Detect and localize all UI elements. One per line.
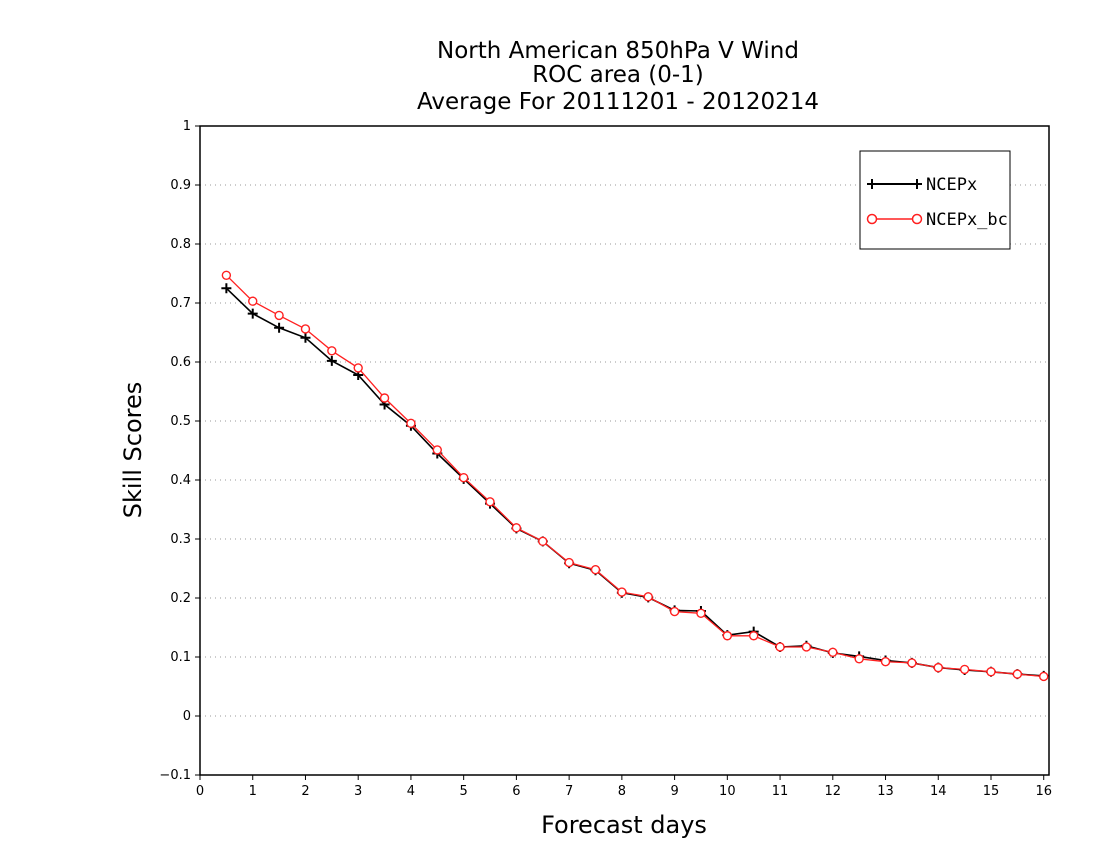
- plot-frame: [199, 125, 1050, 776]
- x-tick-label: 5: [460, 784, 468, 799]
- y-tick-label: 0: [183, 709, 191, 724]
- series-group: [221, 270, 1049, 682]
- x-tick-label: 13: [877, 784, 894, 799]
- data-point-circle: [590, 564, 601, 575]
- legend-plus-marker: [867, 179, 922, 189]
- x-tick-label: 1: [249, 784, 257, 799]
- data-point-circle: [406, 418, 416, 429]
- data-point-circle: [458, 472, 469, 483]
- y-tick-label: −0.1: [159, 768, 191, 783]
- series-ncepx-bc: [221, 270, 1049, 682]
- data-point-circle: [854, 654, 864, 664]
- y-tick-label: 0.9: [170, 178, 191, 193]
- series-line: [225, 274, 1044, 678]
- legend-entry-ncepx-bc: NCEPx_bc: [866, 210, 1008, 230]
- legend-box: [859, 150, 1011, 250]
- data-point-plus: [300, 332, 311, 343]
- y-axis-label: Skill Scores: [119, 382, 147, 519]
- data-point-circle: [379, 393, 390, 403]
- data-point-circle: [643, 592, 653, 602]
- data-point-circle: [248, 296, 258, 306]
- data-point-circle: [1012, 669, 1023, 679]
- x-tick-label: 4: [407, 784, 415, 799]
- data-point-circle: [1039, 671, 1049, 682]
- data-point-circle: [485, 497, 495, 507]
- x-tick-label: 7: [565, 784, 573, 799]
- y-tick-label: 0.2: [170, 591, 191, 606]
- data-point-circle: [353, 363, 363, 373]
- x-tick-label: 6: [512, 784, 520, 799]
- y-tick-label: 0.3: [170, 532, 191, 547]
- chart-title: North American 850hPa V Wind ROC area (0…: [417, 38, 819, 115]
- data-point-circle: [696, 608, 706, 619]
- data-point-circle: [748, 631, 759, 641]
- data-point-circle: [722, 631, 733, 641]
- chart-title-line-1: North American 850hPa V Wind: [437, 38, 799, 64]
- series-ncepx: [221, 283, 1049, 681]
- data-point-circle: [959, 664, 970, 675]
- data-point-circle: [274, 310, 284, 321]
- legend-circle-marker: [911, 213, 923, 225]
- y-tick-label: 0.5: [170, 414, 191, 429]
- grid-lines: [200, 184, 1049, 717]
- data-point-circle: [511, 523, 522, 533]
- x-axis: 0 1 2 3 4 5 6 7 8 9 10 11 12 13 14 15 16: [196, 775, 1052, 799]
- legend-entry-ncepx: NCEPx: [867, 175, 977, 195]
- y-tick-label: 0.8: [170, 237, 191, 252]
- series-line: [225, 287, 1044, 677]
- chart-title-line-3: Average For 20111201 - 20120214: [417, 89, 819, 115]
- x-tick-label: 15: [983, 784, 1000, 799]
- y-tick-label: 1: [183, 119, 191, 134]
- x-tick-label: 8: [618, 784, 626, 799]
- x-tick-label: 3: [354, 784, 362, 799]
- data-point-circle: [300, 324, 311, 334]
- data-point-circle: [564, 557, 574, 568]
- y-tick-label: 0.4: [170, 473, 191, 488]
- data-point-circle: [933, 662, 943, 673]
- data-point-circle: [221, 270, 232, 280]
- data-point-plus: [247, 308, 258, 319]
- data-point-circle: [538, 536, 548, 547]
- data-point-circle: [669, 606, 680, 617]
- x-tick-label: 0: [196, 784, 204, 799]
- x-axis-label: Forecast days: [541, 811, 707, 839]
- data-point-plus: [326, 355, 337, 366]
- x-tick-label: 9: [670, 784, 678, 799]
- x-tick-label: 16: [1035, 784, 1052, 799]
- data-point-circle: [432, 445, 442, 455]
- data-point-circle: [775, 642, 785, 652]
- x-tick-label: 10: [719, 784, 736, 799]
- x-tick-label: 2: [301, 784, 309, 799]
- y-tick-label: 0.6: [170, 355, 191, 370]
- y-axis: −0.1 0 0.1 0.2 0.3 0.4 0.5 0.6 0.7 0.8 0.9 1: [159, 119, 200, 783]
- data-point-circle: [828, 647, 838, 657]
- x-tick-label: 14: [930, 784, 947, 799]
- data-point-circle: [907, 658, 917, 668]
- y-tick-label: 0.7: [170, 296, 191, 311]
- data-point-circle: [986, 667, 996, 677]
- legend-label-ncepx-bc: NCEPx_bc: [926, 210, 1008, 230]
- chart-title-line-2: ROC area (0-1): [532, 62, 704, 88]
- data-point-circle: [327, 346, 337, 356]
- legend-circle-marker: [866, 213, 878, 225]
- y-tick-label: 0.1: [170, 650, 191, 665]
- data-point-plus: [274, 322, 285, 333]
- legend: NCEPx NCEPx_bc: [859, 150, 1011, 250]
- data-point-circle: [617, 587, 627, 597]
- data-point-circle: [801, 642, 812, 652]
- data-point-plus: [221, 283, 232, 294]
- x-tick-label: 11: [772, 784, 789, 799]
- x-tick-label: 12: [825, 784, 842, 799]
- data-point-circle: [880, 657, 891, 667]
- legend-label-ncepx: NCEPx: [926, 175, 977, 195]
